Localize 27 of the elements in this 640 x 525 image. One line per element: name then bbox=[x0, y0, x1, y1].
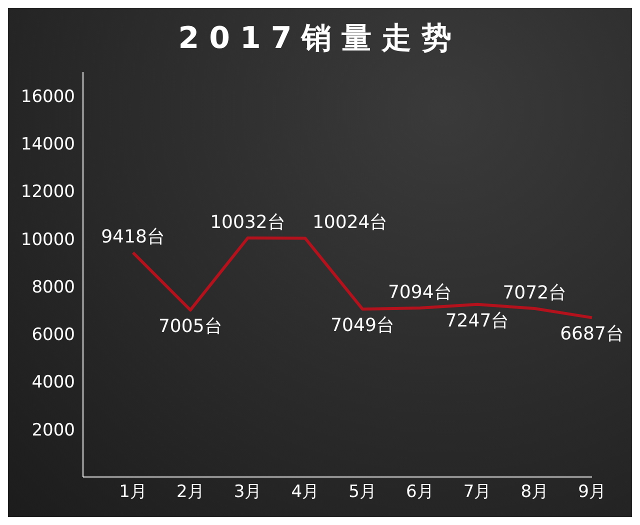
y-tick-label: 4000 bbox=[32, 372, 75, 393]
y-tick-label: 14000 bbox=[20, 134, 75, 155]
y-tick-label: 12000 bbox=[20, 182, 75, 202]
x-tick-label: 8月 bbox=[520, 482, 549, 502]
data-label: 6687台 bbox=[560, 324, 624, 345]
x-tick-label: 6月 bbox=[406, 482, 434, 502]
x-tick-label: 9月 bbox=[578, 482, 606, 502]
x-tick-label: 3月 bbox=[234, 482, 262, 502]
x-tick-label: 2月 bbox=[176, 482, 204, 502]
data-label: 7049台 bbox=[330, 315, 394, 336]
y-tick-label: 16000 bbox=[20, 86, 75, 107]
x-tick-label: 5月 bbox=[348, 482, 376, 502]
y-tick-label: 6000 bbox=[32, 325, 75, 346]
y-tick-label: 2000 bbox=[32, 420, 75, 440]
x-tick-label: 1月 bbox=[119, 482, 147, 502]
data-label: 9418台 bbox=[101, 226, 165, 248]
y-tick-label: 10000 bbox=[20, 230, 75, 250]
x-tick-label: 7月 bbox=[463, 482, 492, 502]
data-label: 7072台 bbox=[502, 282, 567, 304]
x-tick-label: 4月 bbox=[291, 482, 320, 502]
data-label: 10024台 bbox=[312, 212, 388, 234]
chart-title: 2017销量走势 bbox=[177, 20, 463, 58]
data-label: 7247台 bbox=[445, 310, 510, 332]
data-label: 10032台 bbox=[210, 212, 286, 233]
data-label: 7005台 bbox=[158, 316, 222, 338]
data-label: 7094台 bbox=[388, 282, 452, 303]
y-tick-label: 8000 bbox=[32, 277, 75, 298]
